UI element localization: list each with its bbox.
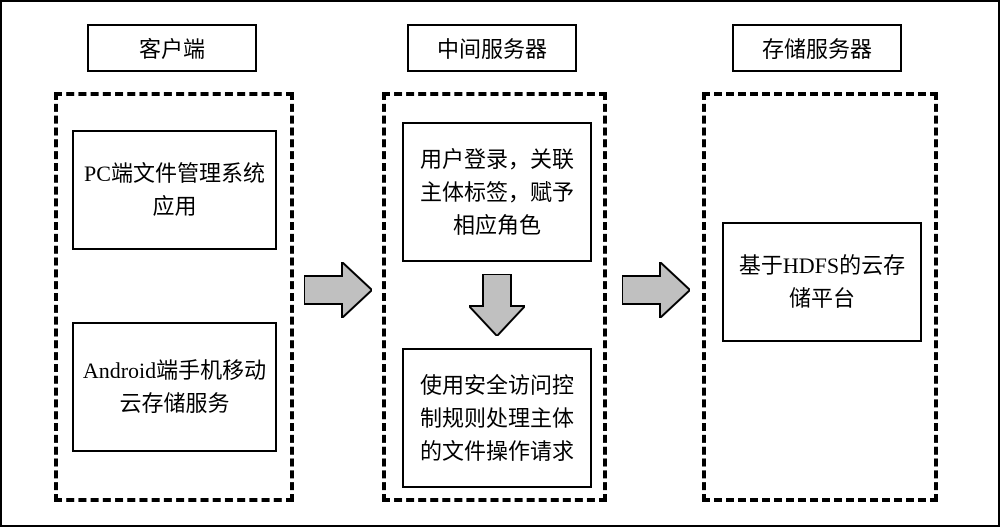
arrow-login-to-access [469,274,525,336]
box-pc-app: PC端文件管理系统应用 [72,130,277,250]
label-middle-text: 中间服务器 [437,32,547,64]
box-login: 用户登录，关联主体标签，赋予相应角色 [402,122,592,262]
label-storage: 存储服务器 [732,24,902,72]
label-client-text: 客户端 [139,32,205,64]
box-android-app-text: Android端手机移动云存储服务 [80,354,269,420]
arrow-client-to-middle [304,262,372,318]
box-pc-app-text: PC端文件管理系统应用 [80,157,269,223]
box-login-text: 用户登录，关联主体标签，赋予相应角色 [410,143,584,242]
label-middle: 中间服务器 [407,24,577,72]
box-hdfs: 基于HDFS的云存储平台 [722,222,922,342]
arrow-middle-to-storage [622,262,690,318]
box-access-control-text: 使用安全访问控制规则处理主体的文件操作请求 [410,369,584,468]
label-client: 客户端 [87,24,257,72]
diagram-canvas: 客户端 中间服务器 存储服务器 PC端文件管理系统应用 Android端手机移动… [0,0,1000,527]
box-android-app: Android端手机移动云存储服务 [72,322,277,452]
box-hdfs-text: 基于HDFS的云存储平台 [730,249,914,315]
box-access-control: 使用安全访问控制规则处理主体的文件操作请求 [402,348,592,488]
label-storage-text: 存储服务器 [762,32,872,64]
